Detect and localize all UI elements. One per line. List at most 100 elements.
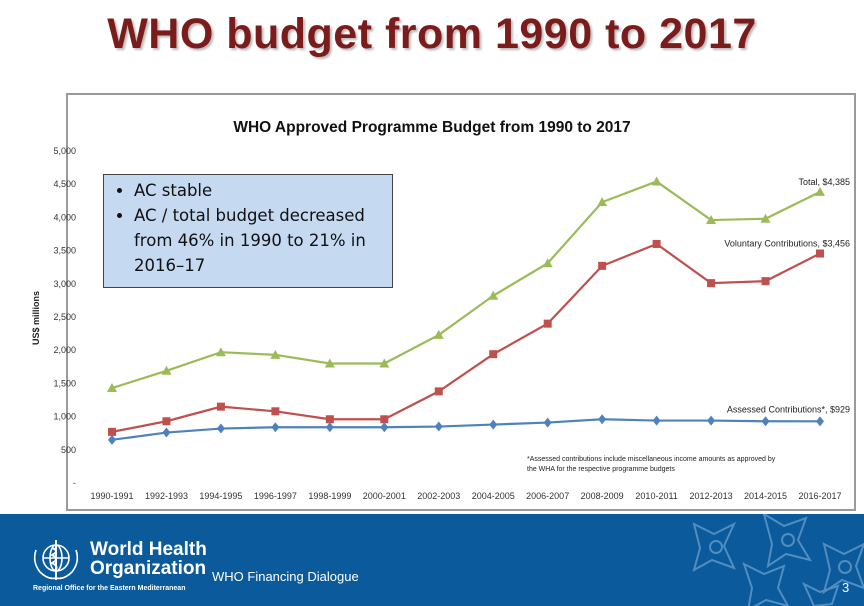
x-tick-label: 1990-1991 xyxy=(90,491,133,501)
footnote-line-2: the WHA for the respective programme bud… xyxy=(527,466,675,473)
data-point xyxy=(270,349,281,359)
data-point xyxy=(324,358,335,368)
data-point xyxy=(162,417,171,426)
data-point xyxy=(325,422,334,433)
data-point xyxy=(816,416,824,427)
data-point xyxy=(652,415,661,426)
x-tick-label: 2006-2007 xyxy=(526,491,569,501)
x-tick-label: 1992-1993 xyxy=(145,491,188,501)
data-point xyxy=(543,417,552,428)
data-point xyxy=(815,186,825,196)
data-point xyxy=(816,249,824,258)
data-point xyxy=(107,383,117,393)
data-point xyxy=(325,415,334,424)
data-point xyxy=(761,416,770,427)
footnote-line-1: *Assessed contributions include miscella… xyxy=(527,456,776,463)
callout-bullet: AC / total budget decreased from 46% in … xyxy=(134,203,384,278)
data-point xyxy=(271,407,280,416)
series-total xyxy=(107,176,825,393)
slide-title: WHO budget from 1990 to 2017 xyxy=(107,10,757,58)
x-tick-label: 1996-1997 xyxy=(254,491,297,501)
data-point xyxy=(598,261,607,270)
series-end-label: Voluntary Contributions, $3,456 xyxy=(724,239,850,249)
series-assessed-contributions xyxy=(108,414,824,445)
data-point xyxy=(652,239,661,248)
callout-box: AC stable AC / total budget decreased fr… xyxy=(103,174,393,288)
y-tick-label: 3,000 xyxy=(53,279,76,289)
data-point xyxy=(543,319,552,328)
chart-title: WHO Approved Programme Budget from 1990 … xyxy=(233,119,630,136)
y-tick-label: 1,000 xyxy=(53,412,76,422)
y-tick-label: - xyxy=(73,478,76,488)
data-point xyxy=(489,419,498,430)
x-tick-label: 2014-2015 xyxy=(744,491,787,501)
data-point xyxy=(542,258,553,268)
data-point xyxy=(434,421,443,432)
data-point xyxy=(216,402,225,411)
x-tick-label: 1994-1995 xyxy=(199,491,242,501)
x-tick-label: 2012-2013 xyxy=(690,491,733,501)
data-point xyxy=(215,347,226,357)
end-labels: Total, $4,385 Voluntary Contributions, $3… xyxy=(724,177,850,414)
data-point xyxy=(761,277,770,286)
data-point xyxy=(488,290,499,300)
data-point xyxy=(271,422,280,433)
x-axis-ticks: 1990-1991 1992-1993 1994-1995 1996-1997 1998… xyxy=(90,491,841,501)
data-point xyxy=(380,422,389,433)
x-tick-label: 2004-2005 xyxy=(472,491,515,501)
organization-name-line1: World Health xyxy=(90,539,207,560)
regional-office-label: Regional Office for the Eastern Mediterr… xyxy=(33,585,186,592)
data-point xyxy=(379,358,390,368)
data-point xyxy=(108,427,116,436)
x-tick-label: 2008-2009 xyxy=(581,491,624,501)
data-point xyxy=(597,197,608,207)
x-tick-label: 2010-2011 xyxy=(635,491,677,501)
series-line xyxy=(111,418,821,441)
y-tick-label: 2,000 xyxy=(53,345,76,355)
data-point xyxy=(161,365,172,375)
data-point xyxy=(380,415,389,424)
data-point xyxy=(598,414,607,425)
x-tick-label: 2000-2001 xyxy=(363,491,406,501)
callout-bullets: AC stable AC / total budget decreased fr… xyxy=(112,178,384,278)
y-tick-label: 4,000 xyxy=(53,212,76,222)
data-point xyxy=(489,350,498,359)
footer-bar xyxy=(0,514,864,606)
x-tick-label: 1998-1999 xyxy=(308,491,351,501)
x-tick-label: 2016-2017 xyxy=(798,491,841,501)
organization-name: World Health Organization xyxy=(90,540,207,578)
data-point xyxy=(216,423,225,434)
y-tick-label: 3,500 xyxy=(53,246,76,256)
data-point xyxy=(162,427,171,438)
who-emblem-icon xyxy=(33,540,79,580)
y-tick-label: 1,500 xyxy=(53,378,76,388)
y-tick-label: 2,500 xyxy=(53,312,76,322)
y-axis-label: US$ millions xyxy=(31,291,41,345)
data-point xyxy=(707,279,716,288)
data-point xyxy=(707,415,716,426)
series-end-label: Total, $4,385 xyxy=(798,177,850,187)
chart-frame xyxy=(66,93,856,511)
organization-name-line2: Organization xyxy=(90,558,207,579)
geometric-pattern-decoration xyxy=(692,514,864,606)
callout-bullet: AC stable xyxy=(134,178,384,203)
series-voluntary-contributions xyxy=(108,239,824,436)
y-tick-label: 5,000 xyxy=(53,146,76,156)
data-point xyxy=(760,213,771,223)
footer-caption: WHO Financing Dialogue xyxy=(212,569,359,584)
y-axis-ticks: - 500 1,000 1,500 2,000 2,500 3,000 3,500 4,000 4… xyxy=(53,146,76,488)
y-tick-label: 4,500 xyxy=(53,179,76,189)
series-layer xyxy=(107,176,825,445)
data-point xyxy=(433,329,444,339)
data-point xyxy=(434,387,443,396)
series-end-label: Assessed Contributions*, $929 xyxy=(727,404,850,414)
page-number: 3 xyxy=(842,580,850,595)
series-line xyxy=(111,180,821,390)
data-point xyxy=(706,215,717,225)
data-point xyxy=(108,434,116,445)
x-tick-label: 2002-2003 xyxy=(417,491,460,501)
series-line xyxy=(111,242,821,433)
y-tick-label: 500 xyxy=(61,445,76,455)
data-point xyxy=(651,176,662,186)
